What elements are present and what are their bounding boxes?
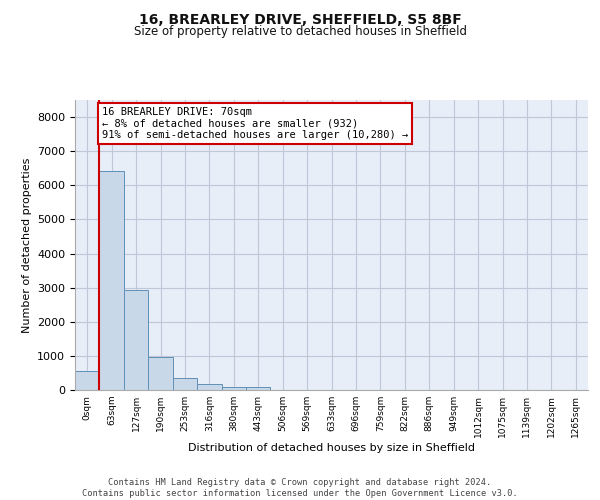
Bar [148,356,173,390]
X-axis label: Distribution of detached houses by size in Sheffield: Distribution of detached houses by size … [188,442,475,452]
Bar [100,171,124,390]
Y-axis label: Number of detached properties: Number of detached properties [22,158,32,332]
Bar [75,371,100,390]
Text: 16 BREARLEY DRIVE: 70sqm
← 8% of detached houses are smaller (932)
91% of semi-d: 16 BREARLEY DRIVE: 70sqm ← 8% of detache… [102,107,408,140]
Text: Size of property relative to detached houses in Sheffield: Size of property relative to detached ho… [133,25,467,38]
Bar [124,290,148,390]
Bar [221,386,246,390]
Text: Contains HM Land Registry data © Crown copyright and database right 2024.
Contai: Contains HM Land Registry data © Crown c… [82,478,518,498]
Bar [246,388,271,390]
Bar [197,384,221,390]
Text: 16, BREARLEY DRIVE, SHEFFIELD, S5 8BF: 16, BREARLEY DRIVE, SHEFFIELD, S5 8BF [139,12,461,26]
Bar [173,378,197,390]
